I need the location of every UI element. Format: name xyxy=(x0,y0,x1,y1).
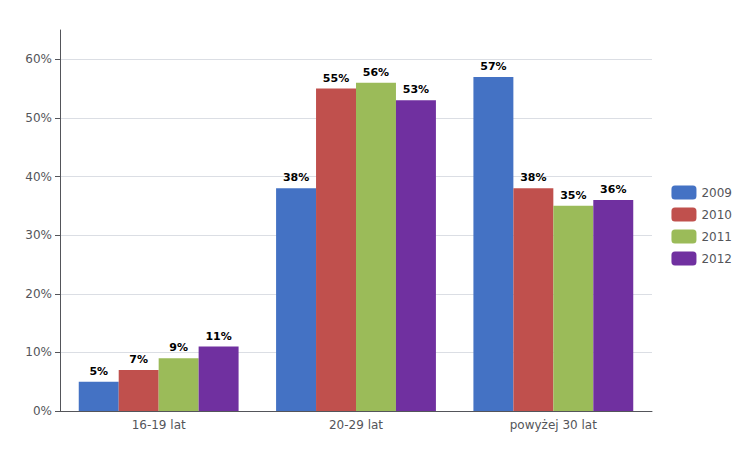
svg-text:11%: 11% xyxy=(205,330,231,343)
svg-text:0%: 0% xyxy=(33,404,52,418)
svg-text:55%: 55% xyxy=(323,72,349,85)
svg-text:35%: 35% xyxy=(560,189,586,202)
svg-text:10%: 10% xyxy=(25,345,52,359)
svg-text:38%: 38% xyxy=(283,171,309,184)
svg-text:20-29 lat: 20-29 lat xyxy=(329,418,383,432)
svg-text:50%: 50% xyxy=(25,111,52,125)
svg-text:2010: 2010 xyxy=(701,208,732,222)
svg-text:57%: 57% xyxy=(480,60,506,73)
svg-text:16-19 lat: 16-19 lat xyxy=(132,418,186,432)
svg-text:7%: 7% xyxy=(129,353,148,366)
svg-text:36%: 36% xyxy=(600,183,626,196)
svg-text:2011: 2011 xyxy=(701,230,732,244)
svg-text:30%: 30% xyxy=(25,228,52,242)
svg-text:2009: 2009 xyxy=(701,186,732,200)
svg-text:20%: 20% xyxy=(25,287,52,301)
svg-text:60%: 60% xyxy=(25,52,52,66)
svg-text:56%: 56% xyxy=(363,66,389,79)
svg-text:5%: 5% xyxy=(89,365,108,378)
svg-text:powyżej 30 lat: powyżej 30 lat xyxy=(510,418,597,432)
svg-text:38%: 38% xyxy=(520,171,546,184)
svg-text:2012: 2012 xyxy=(701,252,732,266)
svg-text:40%: 40% xyxy=(25,170,52,184)
svg-text:53%: 53% xyxy=(403,83,429,96)
svg-text:9%: 9% xyxy=(169,341,188,354)
